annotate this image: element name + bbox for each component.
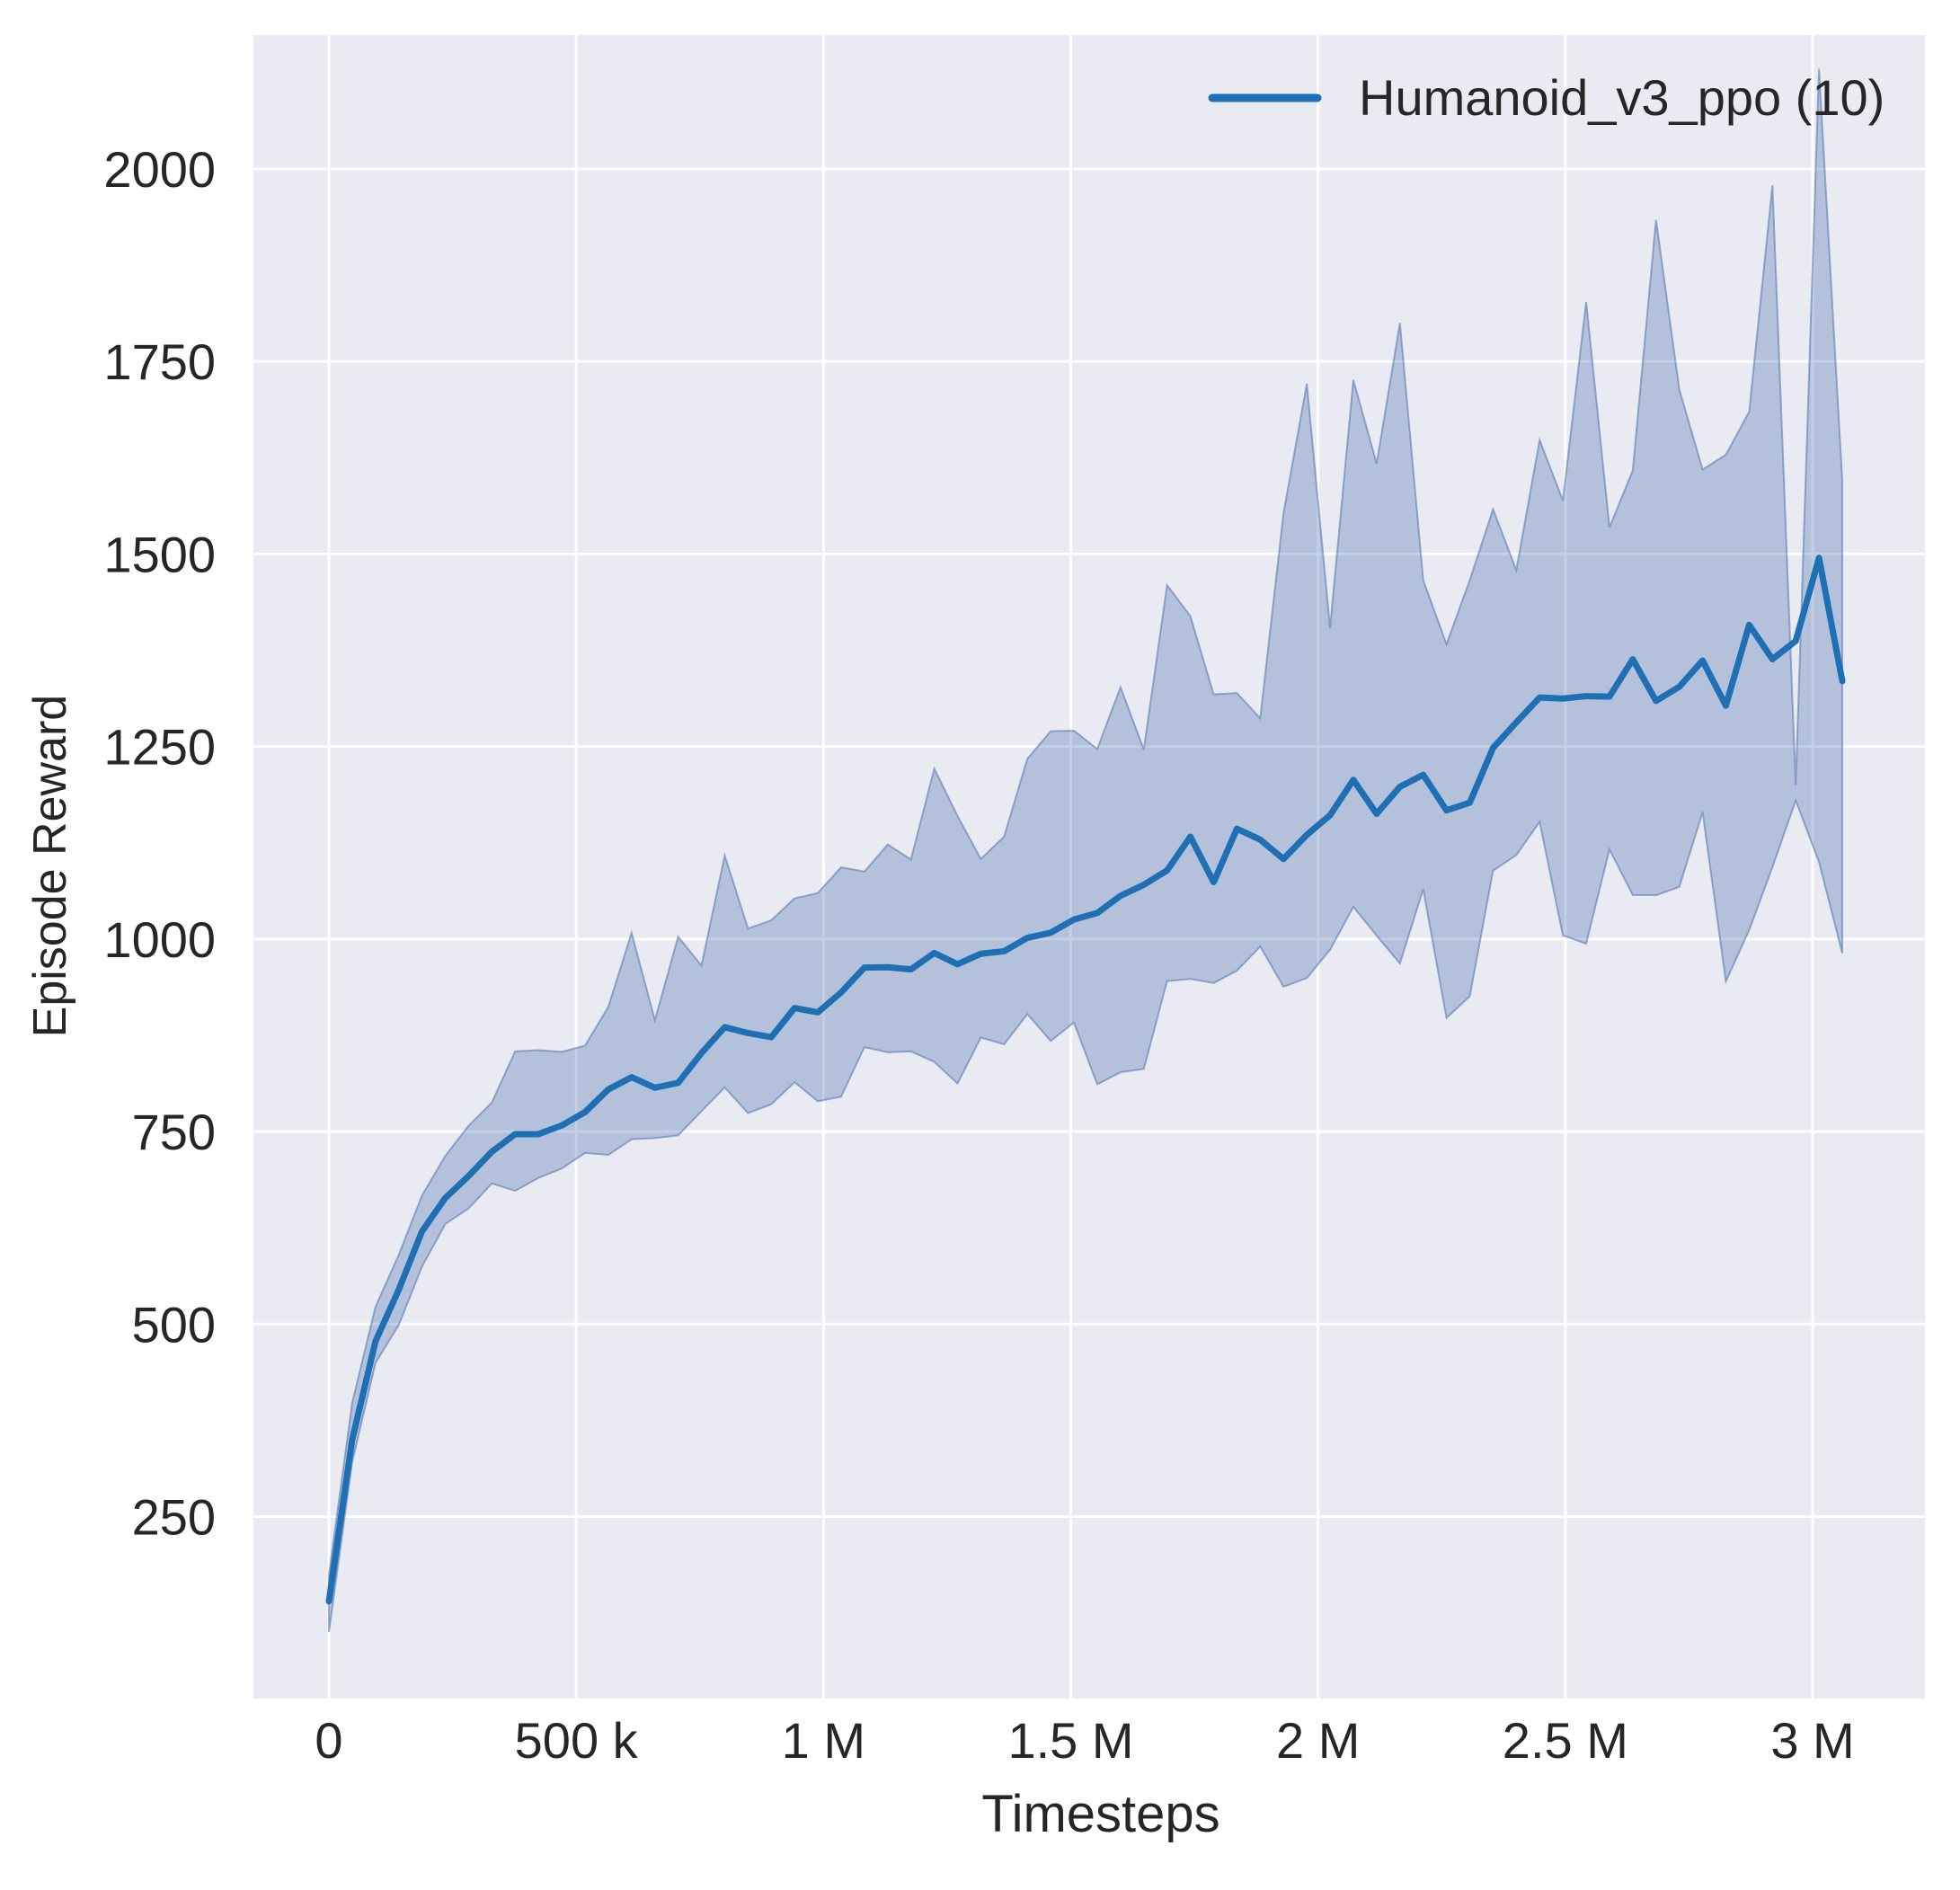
- svg-text:Humanoid_v3_ppo (10): Humanoid_v3_ppo (10): [1359, 69, 1885, 126]
- svg-text:2 M: 2 M: [1276, 1712, 1360, 1769]
- svg-text:2.5 M: 2.5 M: [1503, 1712, 1628, 1769]
- svg-text:1500: 1500: [103, 526, 216, 582]
- svg-text:0: 0: [315, 1712, 342, 1769]
- svg-text:500 k: 500 k: [515, 1712, 639, 1769]
- svg-text:500: 500: [132, 1296, 216, 1353]
- svg-text:Episode Reward: Episode Reward: [24, 695, 76, 1038]
- svg-text:1000: 1000: [103, 911, 216, 968]
- svg-text:250: 250: [132, 1489, 216, 1546]
- svg-text:1 M: 1 M: [782, 1712, 865, 1769]
- svg-text:2000: 2000: [103, 141, 216, 198]
- svg-text:Timesteps: Timesteps: [981, 1785, 1219, 1843]
- svg-text:1250: 1250: [103, 719, 216, 776]
- svg-text:750: 750: [132, 1104, 216, 1160]
- svg-text:1.5 M: 1.5 M: [1007, 1712, 1133, 1769]
- svg-text:3 M: 3 M: [1770, 1712, 1854, 1769]
- svg-text:1750: 1750: [103, 333, 216, 390]
